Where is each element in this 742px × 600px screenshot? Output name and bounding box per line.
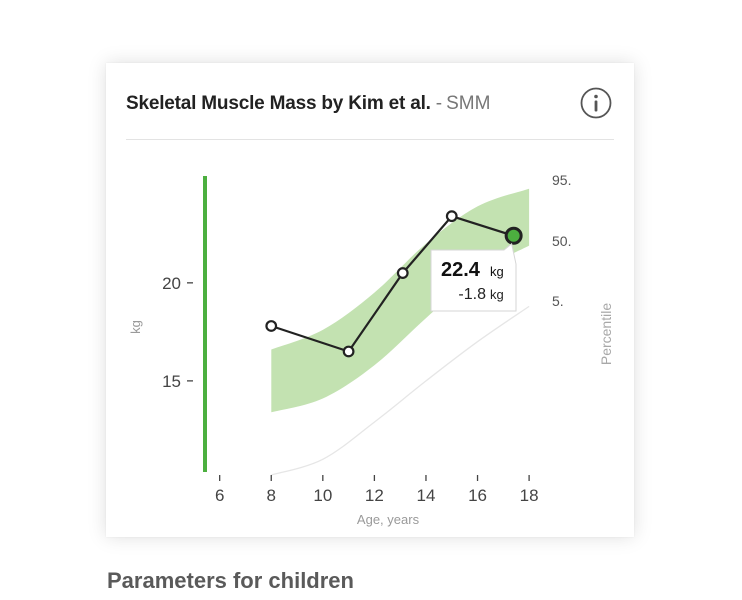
- card-header: Skeletal Muscle Mass by Kim et al. - SMM: [126, 89, 614, 119]
- x-tick-label: 6: [215, 486, 224, 505]
- percentile-axis-label: Percentile: [598, 303, 614, 365]
- x-axis-label: Age, years: [357, 512, 420, 527]
- y-axis-label: kg: [128, 320, 143, 334]
- percentile-5-line: [271, 305, 530, 476]
- data-point[interactable]: [445, 210, 458, 223]
- info-circle-icon[interactable]: [579, 86, 613, 120]
- data-point[interactable]: [396, 267, 409, 279]
- value-tooltip: 22.4 kg -1.8 kg: [430, 242, 517, 312]
- card-title: Skeletal Muscle Mass by Kim et al.: [126, 93, 431, 114]
- tooltip-delta: -1.8: [458, 286, 486, 303]
- data-point[interactable]: [342, 345, 355, 358]
- x-tick-label: 18: [520, 486, 539, 505]
- y-tick-label: 20: [162, 274, 181, 293]
- tooltip-unit: kg: [490, 264, 504, 279]
- data-point[interactable]: [265, 320, 278, 332]
- kg-axis-bar: [203, 176, 207, 472]
- card-subtitle: SMM: [446, 93, 491, 114]
- percentile-label-50: 50.: [552, 233, 571, 249]
- x-axis-ticks: 6 8 10 12 14 16 18: [215, 475, 539, 505]
- title-separator: -: [435, 93, 443, 114]
- tooltip-value: 22.4: [441, 259, 481, 281]
- section-heading: Parameters for children: [107, 568, 354, 593]
- current-data-point[interactable]: [504, 226, 523, 245]
- tooltip-delta-unit: kg: [490, 287, 504, 302]
- header-divider: [126, 139, 614, 140]
- tooltip-box: [430, 242, 517, 312]
- x-tick-label: 14: [417, 486, 436, 505]
- x-tick-label: 16: [468, 486, 487, 505]
- percentile-band: [271, 188, 530, 413]
- percentile-label-95: 95.: [552, 172, 571, 188]
- percentile-label-5: 5.: [552, 293, 564, 309]
- x-tick-label: 8: [267, 486, 276, 505]
- series-points: [265, 210, 523, 358]
- x-tick-label: 12: [365, 486, 384, 505]
- x-tick-label: 10: [313, 486, 332, 505]
- y-tick-label: 15: [162, 372, 181, 391]
